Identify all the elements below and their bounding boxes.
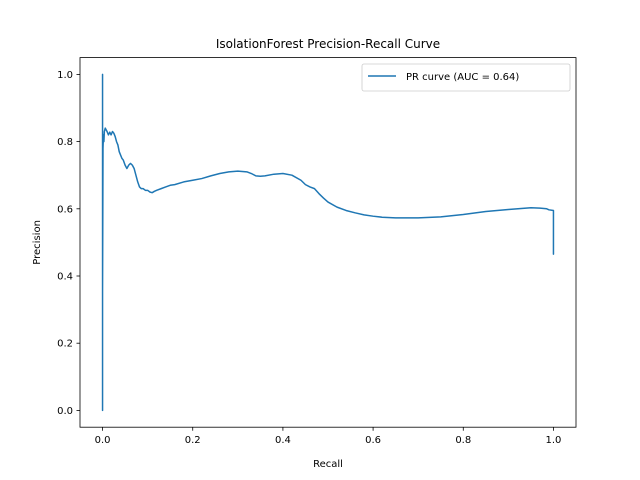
y-axis-label: Precision xyxy=(32,220,43,265)
y-tick-label: 0.6 xyxy=(57,204,73,215)
y-tick-label: 0.8 xyxy=(57,137,73,148)
pr-curve-line xyxy=(101,73,555,412)
x-tick-label: 1.0 xyxy=(546,435,562,446)
x-tick-label: 0.6 xyxy=(365,435,381,446)
legend: PR curve (AUC = 0.64) xyxy=(361,63,571,92)
axes-frame xyxy=(79,57,577,428)
x-tick-label: 0.0 xyxy=(95,435,111,446)
y-tick-label: 0.0 xyxy=(57,406,73,417)
x-axis-ticks: 0.0 0.2 0.4 0.6 0.8 1.0 xyxy=(95,427,562,446)
x-tick-label: 0.8 xyxy=(455,435,471,446)
legend-label: PR curve (AUC = 0.64) xyxy=(406,72,519,83)
x-tick-label: 0.2 xyxy=(185,435,201,446)
y-tick-label: 0.2 xyxy=(57,339,73,350)
legend-box xyxy=(361,63,571,92)
x-tick-label: 0.4 xyxy=(275,435,291,446)
y-tick-label: 0.4 xyxy=(57,272,73,283)
x-axis-label: Recall xyxy=(313,459,343,470)
y-tick-label: 1.0 xyxy=(57,70,73,81)
chart-title: IsolationForest Precision-Recall Curve xyxy=(216,37,440,51)
y-axis-ticks: 0.0 0.2 0.4 0.6 0.8 1.0 xyxy=(57,70,80,417)
plot-area xyxy=(101,73,555,412)
